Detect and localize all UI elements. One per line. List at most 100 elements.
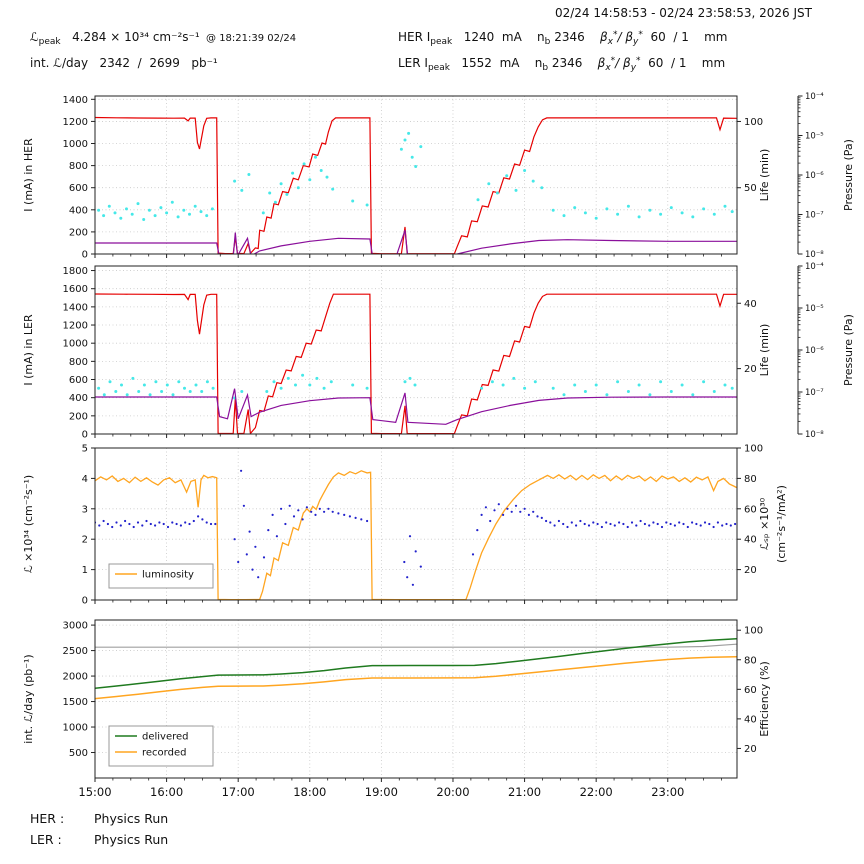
- left-axis-label: int. ℒ/day (pb⁻¹): [22, 654, 35, 743]
- integrated-lum-readout: int. ℒ/day 2342 / 2699 pb⁻¹: [30, 56, 218, 70]
- panel-integrated: 500 1000 1500 2000 2500 3000 20 40 60 80 100 Effici…: [22, 619, 771, 782]
- left-axis-label: I (mA) in LER: [22, 314, 35, 386]
- right-axis-label: Efficiency (%): [758, 661, 771, 737]
- ler-run-value: Physics Run: [94, 832, 169, 847]
- her-run-value: Physics Run: [94, 811, 169, 826]
- pressure-tick-label: 10⁻⁵: [805, 304, 824, 314]
- ytick-label: 4: [82, 474, 88, 485]
- her-run-status: HER : Physics Run: [30, 808, 864, 829]
- her-beam-readout: HER Ipeak 1240 mA nb 2346 βx*/ βy* 60 / …: [398, 30, 728, 47]
- ytick-label: 800: [69, 357, 88, 368]
- left-axis-label: ℒ ×10³⁴ (cm⁻²s⁻¹): [22, 475, 35, 573]
- ytick-label: 1000: [63, 339, 88, 350]
- series-her-current: [95, 116, 737, 254]
- right-axis-label: Life (min): [758, 324, 771, 377]
- pressure-axis-label: Pressure (Pa): [842, 314, 855, 386]
- pressure-tick-label: 10⁻⁵: [805, 132, 824, 142]
- legend-label: delivered: [142, 732, 189, 743]
- right-tick-label: 40: [744, 714, 757, 725]
- ytick-label: 1500: [63, 697, 88, 708]
- right-tick-label: 20: [744, 744, 757, 755]
- panel-luminosity: 0 1 2 3 4 5 20 40 60 80 100 ℒₛₚ ×10³⁰ (cm⁻²s⁻¹/mA²) ℒ…: [22, 444, 788, 607]
- pressure-tick-label: 10⁻⁷: [805, 388, 824, 398]
- right-tick-label: 40: [744, 535, 757, 546]
- ytick-label: 800: [69, 161, 88, 172]
- pressure-tick-label: 10⁻⁸: [805, 250, 824, 260]
- legend-label: luminosity: [142, 570, 194, 581]
- xtick-label: 22:00: [580, 785, 613, 799]
- ytick-label: 3000: [63, 621, 88, 632]
- ytick-label: 1: [82, 565, 88, 576]
- pressure-tick-label: 10⁻⁴: [805, 262, 824, 272]
- ytick-label: 2500: [63, 646, 88, 657]
- ytick-label: 0: [82, 250, 88, 261]
- series-ler-current: [95, 293, 737, 434]
- xtick-label: 19:00: [365, 785, 398, 799]
- run-status: HER : Physics Run LER : Physics Run: [30, 808, 864, 850]
- panel-her: 0 200 400 600 800 1000 1200 1400 50 100 Life (min)…: [22, 92, 855, 261]
- ler-run-status: LER : Physics Run: [30, 829, 864, 850]
- right-tick-label: 100: [744, 444, 763, 455]
- pressure-tick-label: 10⁻⁶: [805, 346, 824, 356]
- pressure-tick-label: 10⁻⁷: [805, 211, 824, 221]
- ler-run-label: LER :: [30, 832, 62, 847]
- plot-border: [94, 619, 738, 779]
- ytick-label: 0: [82, 596, 88, 607]
- right-axis-label: ℒₛₚ ×10³⁰: [758, 497, 771, 550]
- right-tick-label: 20: [744, 364, 757, 375]
- plot-border: [94, 447, 738, 601]
- lpeak-readout: ℒpeak 4.284 × 10³⁴ cm⁻²s⁻¹ @ 18:21:39 02…: [30, 30, 297, 47]
- legend: [108, 563, 214, 589]
- plot-border: [94, 95, 738, 255]
- series-her-pressure: [95, 230, 737, 254]
- ytick-label: 2000: [63, 672, 88, 683]
- ytick-label: 1800: [63, 266, 88, 277]
- series-her-life: [97, 131, 734, 221]
- ytick-label: 3: [82, 504, 88, 515]
- ytick-label: 1200: [63, 117, 88, 128]
- xtick-label: 21:00: [508, 785, 541, 799]
- header: 02/24 14:58:53 - 02/24 23:58:53, 2026 JS…: [0, 0, 864, 88]
- plot-border: [94, 265, 738, 435]
- series-luminosity: [95, 470, 737, 600]
- pressure-tick-label: 10⁻⁴: [805, 92, 824, 102]
- right-tick-label: 40: [744, 299, 757, 310]
- ytick-label: 0: [82, 430, 88, 441]
- left-axis-label: I (mA) in HER: [22, 138, 35, 212]
- legend-label: recorded: [142, 748, 186, 759]
- her-run-label: HER :: [30, 811, 65, 826]
- right-axis-label: Life (min): [758, 149, 771, 202]
- xtick-label: 17:00: [222, 785, 255, 799]
- ytick-label: 200: [69, 227, 88, 238]
- series-delivered: [95, 638, 737, 690]
- pressure-tick-label: 10⁻⁸: [805, 430, 824, 440]
- ytick-label: 5: [82, 444, 88, 455]
- ytick-label: 200: [69, 411, 88, 422]
- series-recorded: [95, 655, 737, 700]
- xtick-label: 15:00: [78, 785, 111, 799]
- panel-ler: 0 200 400 600 800 1000 1200 1400 1600 1800 20 40 Lif…: [22, 262, 855, 441]
- right-tick-label: 20: [744, 565, 757, 576]
- pressure-axis-label: Pressure (Pa): [842, 139, 855, 211]
- series-specific-luminosity: [95, 469, 737, 586]
- xtick-label: 18:00: [293, 785, 326, 799]
- ytick-label: 1400: [63, 302, 88, 313]
- right-tick-label: 60: [744, 685, 757, 696]
- series-efficiency: [95, 643, 737, 648]
- ytick-label: 400: [69, 205, 88, 216]
- right-tick-label: 80: [744, 474, 757, 485]
- right-tick-label: 60: [744, 504, 757, 515]
- xtick-label: 23:00: [651, 785, 684, 799]
- right-axis-label: (cm⁻²s⁻¹/mA²): [775, 485, 788, 563]
- ler-beam-readout: LER Ipeak 1552 mA nb 2346 βx*/ βy* 60 / …: [398, 56, 726, 73]
- ytick-label: 1600: [63, 284, 88, 295]
- time-range-label: 02/24 14:58:53 - 02/24 23:58:53, 2026 JS…: [554, 6, 812, 20]
- legend: [108, 725, 214, 767]
- ytick-label: 1400: [63, 95, 88, 106]
- ytick-label: 500: [69, 748, 88, 759]
- ytick-label: 1000: [63, 723, 88, 734]
- xtick-label: 16:00: [150, 785, 183, 799]
- right-tick-label: 50: [744, 183, 757, 194]
